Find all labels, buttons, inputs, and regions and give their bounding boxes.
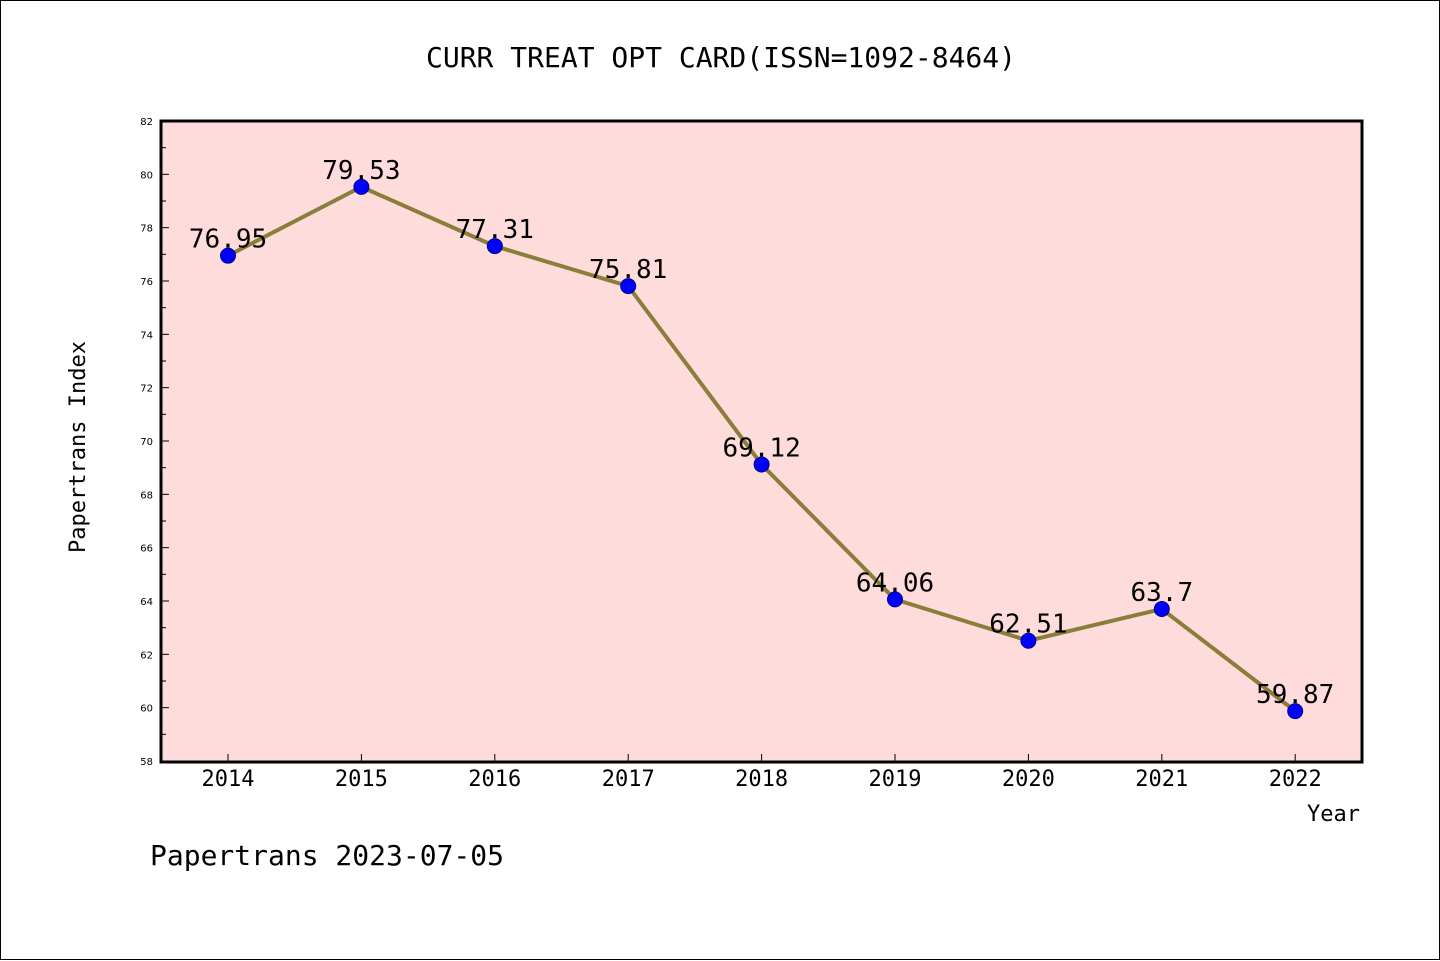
y-tick-label: 70 [140,437,153,448]
y-tick-label: 62 [140,650,153,661]
y-axis-label: Papertrans Index [66,341,91,553]
x-tick-label: 2022 [1269,767,1322,792]
data-point [353,178,370,195]
y-tick-label: 74 [140,330,153,341]
data-label: 59.87 [1256,680,1334,710]
data-point [1153,601,1170,617]
footer-text: Papertrans 2023-07-05 [150,839,504,872]
y-tick-label: 68 [140,490,153,501]
y-tick-label: 58 [140,757,153,768]
data-label: 64.06 [856,568,934,598]
plot-area [159,119,1364,764]
data-label: 76.95 [189,225,267,255]
x-tick-label: 2014 [202,767,255,792]
x-tick-label: 2016 [468,767,521,792]
x-tick-label: 2019 [869,767,922,792]
y-tick-label: 72 [140,384,153,395]
y-tick-label: 60 [140,704,153,715]
y-tick-label: 76 [140,277,153,288]
x-axis-label: Year [1307,802,1360,827]
chart-title: CURR TREAT OPT CARD(ISSN=1092-8464) [426,41,1016,74]
y-tick-label: 78 [140,224,153,235]
x-tick-label: 2021 [1135,767,1188,792]
data-label: 62.51 [989,610,1067,640]
data-point [753,456,770,473]
y-tick-label: 82 [140,117,153,128]
x-tick-label: 2018 [735,767,788,792]
data-label: 79.53 [322,156,400,186]
y-tick-label: 64 [140,597,153,608]
data-point [1287,703,1304,720]
x-tick-label: 2015 [335,767,388,792]
data-point [220,247,236,264]
x-tick-label: 2017 [602,767,655,792]
series-markers [220,178,1304,720]
data-label: 77.31 [456,215,534,245]
data-label: 63.7 [1130,578,1193,608]
data-label: 69.12 [722,433,800,463]
x-axis: 2014 2015 2016 2017 2018 2019 2020 2021 2022 [202,754,1322,792]
y-axis: 58 60 62 64 66 68 70 72 74 76 78 80 82 [140,117,169,768]
data-label: 75.81 [589,255,667,285]
y-tick-label: 80 [140,170,153,181]
x-tick-label: 2020 [1002,767,1055,792]
data-labels: 76.95 79.53 77.31 75.81 69.12 64.06 62.51 63.7 5… [189,156,1334,710]
data-point [1020,632,1037,649]
y-tick-label: 66 [140,544,153,555]
data-point [486,238,503,255]
data-point [620,278,637,295]
data-point [887,591,903,608]
